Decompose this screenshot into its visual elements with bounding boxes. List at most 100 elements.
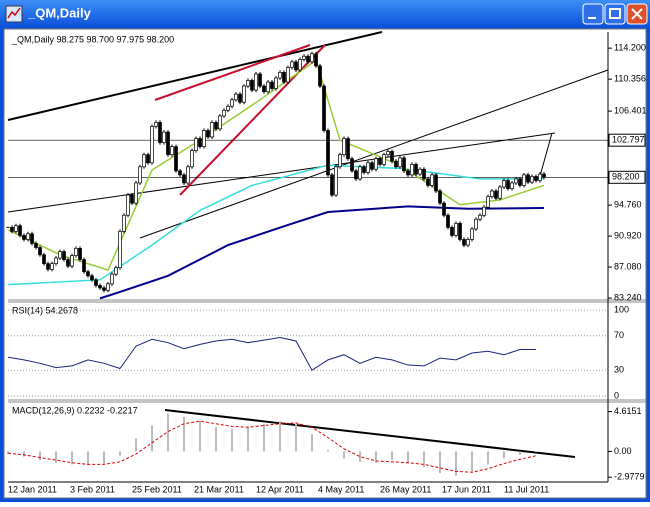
- macd-bar: [39, 451, 41, 461]
- candle: [202, 130, 206, 147]
- minimize-glyph: [588, 17, 596, 19]
- candle: [486, 196, 490, 208]
- macd-bar: [119, 451, 121, 456]
- macd-bar: [327, 449, 329, 452]
- macd-bar: [231, 428, 233, 452]
- candle: [238, 93, 242, 103]
- macd-bar: [439, 451, 441, 474]
- candle: [106, 283, 110, 291]
- candle: [334, 166, 338, 196]
- candle: [42, 254, 46, 265]
- candle: [310, 53, 314, 63]
- candle: [330, 174, 334, 196]
- candle: [470, 228, 474, 240]
- candle: [270, 81, 274, 89]
- candle: [38, 247, 42, 256]
- candle: [218, 115, 222, 130]
- candle: [30, 233, 34, 244]
- candle: [498, 186, 502, 199]
- candle: [278, 72, 282, 79]
- macd-bar: [247, 426, 249, 452]
- candle: [366, 162, 370, 173]
- macd-tick-label: 0.00: [614, 446, 632, 456]
- macd-bar: [183, 416, 185, 452]
- macd-bar: [263, 423, 265, 452]
- date-label: 26 May 2011: [380, 484, 431, 494]
- candle: [10, 226, 14, 232]
- price-label: 83.240: [614, 292, 642, 302]
- candle: [522, 174, 526, 186]
- candle: [174, 146, 178, 172]
- rsi-line: [7, 337, 536, 371]
- date-label: 12 Jan 2011: [8, 484, 57, 494]
- minimize-button[interactable]: [582, 3, 604, 25]
- candle: [422, 168, 426, 180]
- candle: [426, 178, 430, 186]
- candle: [382, 154, 386, 165]
- candle: [234, 93, 238, 101]
- candle: [58, 251, 62, 259]
- macd-bar: [423, 451, 425, 468]
- candle: [138, 166, 142, 184]
- candle: [542, 173, 546, 178]
- candle: [378, 158, 382, 165]
- candle: [194, 138, 198, 152]
- title-bar: [0, 0, 650, 28]
- candle: [490, 190, 494, 198]
- candle: [322, 85, 326, 131]
- macd-bar: [215, 427, 217, 452]
- macd-bar: [343, 451, 345, 459]
- price-box: [608, 170, 646, 184]
- candle: [274, 77, 278, 89]
- candle: [434, 174, 438, 192]
- icon-glyph: [7, 7, 21, 19]
- candle: [186, 166, 190, 184]
- candle: [206, 130, 210, 138]
- candle: [306, 55, 310, 63]
- candle: [458, 222, 462, 240]
- candle: [154, 122, 158, 127]
- candle: [502, 180, 506, 188]
- candle: [474, 218, 478, 230]
- candle: [302, 55, 306, 60]
- candle: [114, 267, 118, 275]
- price-label: 94.760: [614, 199, 642, 209]
- candle: [506, 180, 510, 189]
- date-label: 11 Jul 2011: [504, 484, 549, 494]
- macd-tick-label: -2.9779: [614, 472, 645, 482]
- candle: [162, 131, 166, 143]
- candle: [122, 214, 126, 232]
- candle: [402, 157, 406, 172]
- macd-bar: [391, 451, 393, 461]
- candle: [494, 190, 498, 199]
- rsi-pane-label: RSI(14) 54.2678: [12, 305, 78, 315]
- candle: [394, 160, 398, 168]
- candle: [166, 131, 170, 156]
- candle: [254, 73, 258, 91]
- candle: [34, 243, 38, 248]
- candle: [50, 263, 54, 270]
- macd-bar: [455, 451, 457, 476]
- candle: [290, 61, 294, 68]
- macd-bar: [311, 434, 313, 452]
- candle: [210, 122, 214, 138]
- macd-bar: [375, 451, 377, 463]
- candle: [54, 257, 58, 265]
- candle: [22, 235, 26, 240]
- candle: [386, 151, 390, 156]
- macd-bar: [471, 451, 473, 472]
- price-mark-label: 102.797: [612, 135, 645, 145]
- candle: [242, 85, 246, 103]
- candle: [442, 202, 446, 216]
- candle: [462, 239, 466, 246]
- macd-bar: [7, 451, 9, 455]
- candle: [66, 259, 70, 267]
- candle: [482, 206, 486, 216]
- candle: [438, 190, 442, 204]
- candle: [318, 65, 322, 87]
- date-label: 17 Jun 2011: [442, 484, 491, 494]
- maximize-button[interactable]: [604, 3, 626, 25]
- candle: [182, 174, 186, 184]
- macd-bar: [535, 451, 537, 452]
- price-label: 90.920: [614, 230, 642, 240]
